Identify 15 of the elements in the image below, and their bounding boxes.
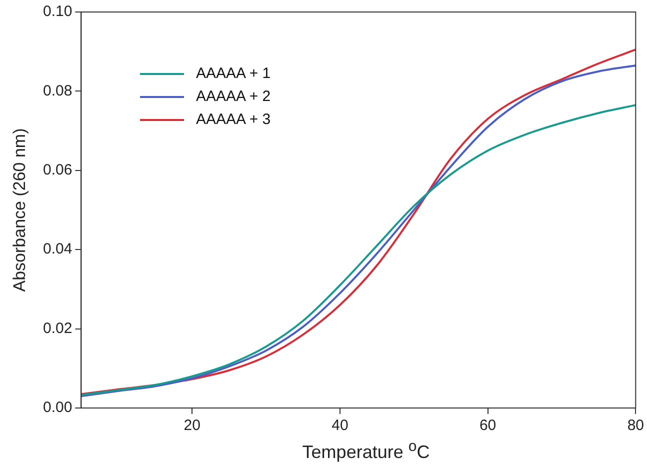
y-tick-label: 0.08 [42,82,72,100]
legend-label: AAAAA + 3 [196,111,271,128]
y-tick-label: 0.02 [42,320,72,337]
x-tick-label: 60 [479,417,496,434]
y-tick-label: 0.00 [42,399,72,416]
y-axis-title: Absorbance (260 nm) [10,127,30,294]
legend-label: AAAAA + 2 [196,88,271,105]
y-tick-label: 0.10 [42,3,72,20]
x-axis-title: Temperature $^{o}$C [301,438,431,463]
y-tick-label: 0.04 [42,240,72,258]
x-tick-label: 40 [332,417,348,434]
x-tick-label: 80 [627,417,644,434]
x-tick-label: 20 [184,417,200,434]
y-tick-label: 0.06 [42,162,72,179]
legend-label: AAAAA + 1 [196,65,271,82]
